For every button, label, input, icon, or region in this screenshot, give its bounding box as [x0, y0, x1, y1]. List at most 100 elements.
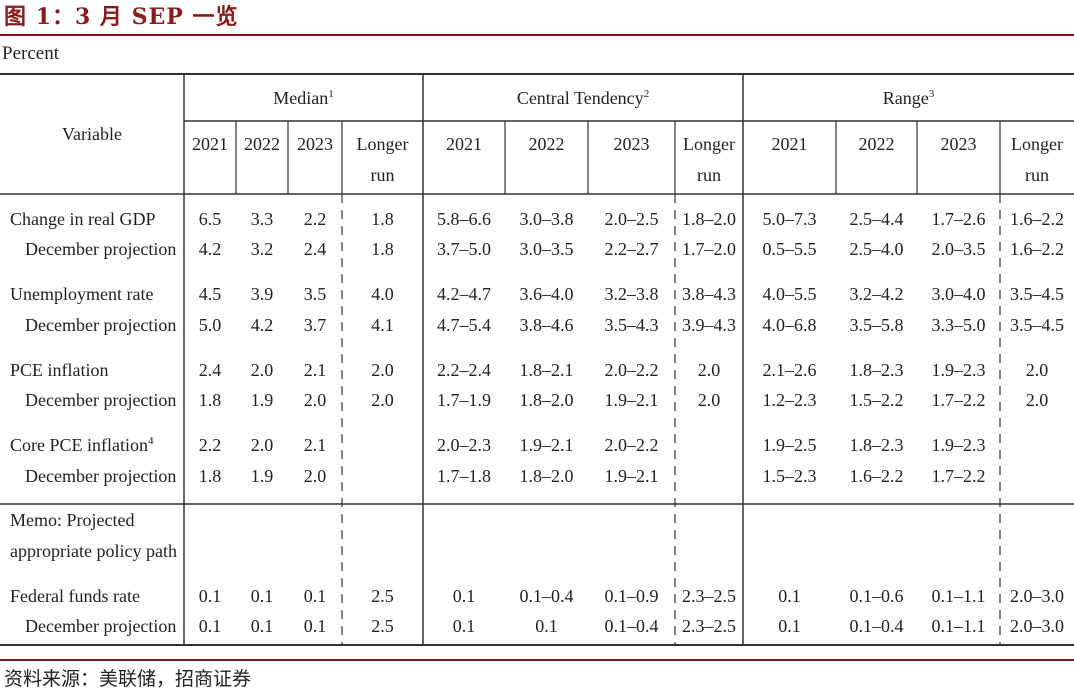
table-cell: 1.7–2.2: [932, 466, 986, 486]
table-cell: 3.2–4.2: [850, 284, 904, 304]
table-cell: 4.0–6.8: [763, 315, 817, 335]
table-cell: 2.1: [304, 435, 327, 455]
table-cell: 1.7–2.6: [932, 209, 986, 229]
group-header-footnote: 1: [328, 88, 334, 100]
variable-header: Variable: [62, 124, 122, 144]
table-cell: 4.5: [199, 284, 222, 304]
table-cell: 3.9: [251, 284, 274, 304]
table-cell: 2.3–2.5: [682, 616, 736, 636]
table-cell: 3.7–5.0: [437, 239, 491, 259]
table-cell: 3.3: [251, 209, 274, 229]
row-label-subitem: December projection: [25, 239, 176, 259]
table-cell: 1.9: [251, 390, 274, 410]
table-cell: 2.2–2.7: [605, 239, 659, 259]
source-rule: [0, 659, 1074, 661]
row-label-subitem-text: December projection: [25, 466, 176, 486]
longer-run-header: Longer: [683, 134, 735, 154]
longer-run-header: run: [371, 165, 395, 185]
group-header-footnote: 3: [929, 88, 935, 100]
row-label-text: PCE inflation: [10, 360, 109, 380]
table-cell: 3.5–5.8: [850, 315, 904, 335]
table-cell: 2.0–3.5: [932, 239, 986, 259]
table-cell: 3.0–4.0: [932, 284, 986, 304]
table-cell: 0.1–1.1: [932, 586, 986, 606]
table-cell: 6.5: [199, 209, 222, 229]
table-cell: 2.5: [371, 586, 394, 606]
row-label-subitem-text: December projection: [25, 315, 176, 335]
table-cell: 2.1–2.6: [763, 360, 817, 380]
table-cell: 1.8–2.0: [520, 466, 574, 486]
table-cell: 1.8–2.3: [850, 360, 904, 380]
table-cell: 3.6–4.0: [520, 284, 574, 304]
table-cell: 3.7: [304, 315, 327, 335]
row-label-subitem-text: December projection: [25, 390, 176, 410]
table-cell: 4.0–5.5: [763, 284, 817, 304]
row-label-text: Unemployment rate: [10, 284, 153, 304]
table-cell: 1.9: [251, 466, 274, 486]
memo-label: Memo: Projected: [10, 510, 134, 530]
group-header: Range3: [883, 88, 935, 108]
table-cell: 5.0: [199, 315, 222, 335]
row-label-subitem: December projection: [25, 616, 176, 636]
row-label-subitem: December projection: [25, 315, 176, 335]
table-cell: 3.0–3.8: [520, 209, 574, 229]
table-cell: 0.1: [304, 586, 327, 606]
longer-run-header: Longer: [357, 134, 409, 154]
table-cell: 0.1: [251, 586, 274, 606]
table-cell: 2.0–2.2: [605, 435, 659, 455]
table-cell: 2.0–2.5: [605, 209, 659, 229]
table-cell: 2.5–4.0: [850, 239, 904, 259]
row-label-subitem-text: December projection: [25, 239, 176, 259]
year-header: 2023: [941, 134, 977, 154]
table-cell: 3.8–4.3: [682, 284, 736, 304]
table-cell: 1.8–2.1: [520, 360, 574, 380]
table-cell: 2.0–2.3: [437, 435, 491, 455]
table-cell: 2.0–2.2: [605, 360, 659, 380]
table-cell: 1.9–2.1: [520, 435, 574, 455]
year-header: 2022: [859, 134, 895, 154]
table-cell: 0.1–0.6: [850, 586, 904, 606]
group-header-text: Median: [273, 88, 328, 108]
table-cell: 2.5–4.4: [850, 209, 904, 229]
table-cell: 2.1: [304, 360, 327, 380]
table-cell: 2.0–3.0: [1010, 616, 1064, 636]
table-cell: 0.5–5.5: [763, 239, 817, 259]
source-note: 资料来源：美联储，招商证券: [4, 668, 252, 690]
table-cell: 2.0: [698, 360, 721, 380]
table-cell: 1.7–2.0: [682, 239, 736, 259]
table-cell: 0.1–0.4: [850, 616, 904, 636]
table-cell: 2.0: [698, 390, 721, 410]
year-header: 2021: [446, 134, 482, 154]
table-cell: 2.0: [1026, 360, 1049, 380]
row-label-text: Change in real GDP: [10, 209, 155, 229]
table-cell: 0.1–1.1: [932, 616, 986, 636]
row-label: PCE inflation: [10, 360, 109, 380]
table-cell: 1.9–2.3: [932, 360, 986, 380]
table-cell: 3.2: [251, 239, 274, 259]
row-label: Change in real GDP: [10, 209, 155, 229]
table-cell: 2.0–3.0: [1010, 586, 1064, 606]
row-label-subitem-text: December projection: [25, 616, 176, 636]
table-cell: 0.1: [778, 616, 801, 636]
table-lines: [0, 73, 1074, 646]
table-cell: 4.0: [371, 284, 394, 304]
title-rule: [0, 34, 1074, 36]
table-cell: 2.4: [199, 360, 222, 380]
table-cell: 0.1: [199, 586, 222, 606]
table-cell: 5.8–6.6: [437, 209, 491, 229]
row-label: Core PCE inflation4: [10, 435, 154, 455]
table-cell: 0.1: [778, 586, 801, 606]
year-header: 2021: [772, 134, 808, 154]
figure-title: 图 1：3 月 SEP 一览: [4, 4, 239, 30]
table-cell: 1.5–2.2: [850, 390, 904, 410]
table-cell: 1.7–1.9: [437, 390, 491, 410]
year-header: 2023: [297, 134, 333, 154]
table-cell: 1.7–1.8: [437, 466, 491, 486]
table-cell: 3.5: [304, 284, 327, 304]
table-cell: 0.1–0.4: [605, 616, 659, 636]
table-cell: 2.4: [304, 239, 327, 259]
table-cell: 1.8: [371, 239, 394, 259]
table-cell: 2.2–2.4: [437, 360, 491, 380]
